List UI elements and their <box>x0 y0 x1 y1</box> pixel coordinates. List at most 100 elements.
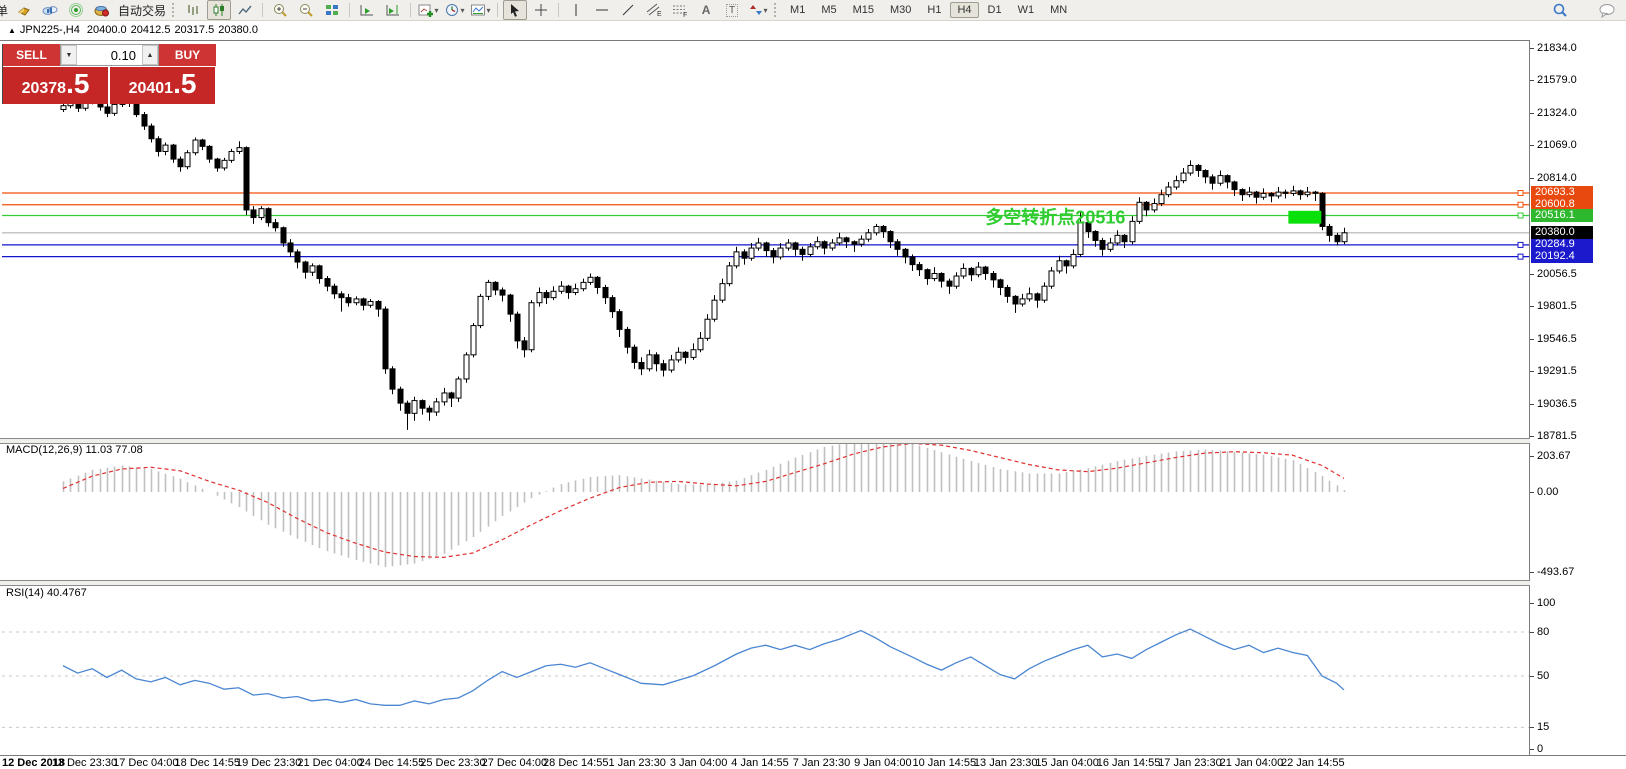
axis-tick <box>1530 177 1534 179</box>
arrows-icon[interactable]: ▾ <box>746 0 770 20</box>
time-axis-label: 1 Jan 23:30 <box>608 757 666 769</box>
search-icon[interactable] <box>1548 0 1572 20</box>
candlestick-chart-icon[interactable] <box>207 0 232 20</box>
candle-body <box>873 225 880 234</box>
sell-price-main: 20378 <box>21 80 67 97</box>
market-watch-icon[interactable] <box>38 0 62 20</box>
ohlc-low: 20317.5 <box>174 24 215 36</box>
rsi-tick-label: 100 <box>1537 596 1556 609</box>
timeframe-w1[interactable]: W1 <box>1017 4 1035 16</box>
cursor-icon[interactable] <box>503 0 528 20</box>
timeframe-m30[interactable]: M30 <box>890 4 912 16</box>
vertical-line-icon[interactable] <box>564 0 588 20</box>
timeframe-d1[interactable]: D1 <box>987 4 1002 16</box>
candle-body <box>741 251 748 259</box>
signal-icon[interactable] <box>64 0 88 20</box>
timeframe-m5[interactable]: M5 <box>821 4 837 16</box>
time-axis-label: 25 Dec 23:30 <box>420 757 486 769</box>
candle-body <box>982 266 989 274</box>
timeframe-m15[interactable]: M15 <box>852 4 874 16</box>
timeframe-h1[interactable]: H1 <box>927 4 942 16</box>
candle-body <box>1231 181 1238 191</box>
candle-body <box>389 368 396 390</box>
volume-decrease-button[interactable]: ▼ <box>61 45 77 65</box>
fibonacci-icon[interactable]: F <box>668 0 692 20</box>
price-tick-label: 19801.5 <box>1537 300 1577 313</box>
candle-body <box>1290 190 1297 194</box>
candle-body <box>162 144 169 152</box>
candle-body <box>141 114 148 127</box>
macd-panel-separator[interactable] <box>0 438 1626 444</box>
line-chart-icon[interactable] <box>233 0 257 20</box>
axis-tick <box>1530 273 1534 275</box>
volume-value[interactable]: 0.10 <box>110 47 136 63</box>
rsi-panel-separator[interactable] <box>0 580 1626 586</box>
sell-price-display[interactable]: 20378 .5 <box>3 67 108 104</box>
candle-body <box>909 256 916 266</box>
candle-body <box>660 363 667 371</box>
candle-body <box>719 283 726 301</box>
axis-tick <box>1530 338 1534 340</box>
candle-body <box>236 147 243 152</box>
candle-body <box>507 294 514 315</box>
axis-tick <box>1530 455 1534 457</box>
candle-body <box>1070 253 1077 267</box>
chart-title: ▲ JPN225-,H4 20400.0 20412.5 20317.5 20380.0 <box>8 24 262 36</box>
candle-body <box>990 272 997 281</box>
equidistant-channel-icon[interactable]: E <box>642 0 666 20</box>
candle-body <box>755 242 762 249</box>
horizontal-line-icon[interactable] <box>590 0 614 20</box>
autotrading-icon[interactable] <box>90 0 114 20</box>
macd-tick-label: -493.67 <box>1537 566 1575 578</box>
candle-body <box>324 278 331 287</box>
text-icon[interactable]: A <box>701 3 711 17</box>
candle-body <box>1004 286 1011 297</box>
bar-chart-icon[interactable] <box>181 0 205 20</box>
candle-body <box>60 105 67 111</box>
candle-body <box>960 267 967 277</box>
candle-body <box>1239 189 1246 196</box>
volume-increase-button[interactable]: ▲ <box>142 45 158 65</box>
candle-body <box>902 248 909 258</box>
one-click-trade-panel: SELL ▼ 0.10 ▲ BUY 20378 .5 20401 .5 <box>2 44 216 104</box>
timeframe-h4[interactable]: H4 <box>950 2 979 18</box>
svg-text:F: F <box>683 12 687 17</box>
candle-body <box>492 281 499 291</box>
tile-windows-icon[interactable] <box>320 0 344 20</box>
templates-icon[interactable]: ▾ <box>468 0 492 20</box>
candle-body <box>287 242 294 253</box>
buy-price-display[interactable]: 20401 .5 <box>110 67 215 104</box>
timeframe-mn[interactable]: MN <box>1050 4 1068 16</box>
new-order-icon[interactable] <box>12 0 36 20</box>
price-axis[interactable]: 21834.0 21579.0 21324.0 21069.0 20814.0 20056… <box>1530 21 1626 755</box>
candle-body <box>228 150 235 161</box>
autotrading-label[interactable]: 自动交易 <box>118 3 167 18</box>
sell-button[interactable]: SELL <box>3 44 60 66</box>
candle-body <box>345 297 352 304</box>
candle-body <box>836 237 843 244</box>
buy-button[interactable]: BUY <box>159 44 216 66</box>
crosshair-icon[interactable] <box>529 0 553 20</box>
candle-body <box>133 102 140 116</box>
chat-icon[interactable] <box>1595 0 1619 20</box>
level-price-tag: 20693.3 <box>1531 186 1593 200</box>
new-order-label[interactable]: 单 <box>0 3 9 18</box>
periods-icon[interactable]: ▾ <box>442 0 466 20</box>
auto-scroll-icon[interactable] <box>355 0 379 20</box>
macd-label: MACD(12,26,9) 11.03 77.08 <box>6 444 143 456</box>
timeframe-m1[interactable]: M1 <box>790 4 806 16</box>
chart-shift-icon[interactable] <box>381 0 405 20</box>
candle-body <box>1312 191 1319 194</box>
price-tick-label: 21069.0 <box>1537 139 1577 152</box>
current-price-tag: 20380.0 <box>1531 226 1593 240</box>
candle-body <box>946 280 953 287</box>
time-axis[interactable]: 12 Dec 2018 13 Dec 23:30 17 Dec 04:00 18 De… <box>0 756 1626 769</box>
zoom-out-icon[interactable] <box>294 0 318 20</box>
zoom-in-icon[interactable] <box>268 0 292 20</box>
add-indicator-icon[interactable]: ▾ <box>416 0 440 20</box>
rsi-tick-label: 0 <box>1537 743 1544 756</box>
chevron-down-icon: ▾ <box>434 5 439 15</box>
trendline-icon[interactable] <box>616 0 640 20</box>
text-label-icon[interactable]: T <box>720 0 744 20</box>
